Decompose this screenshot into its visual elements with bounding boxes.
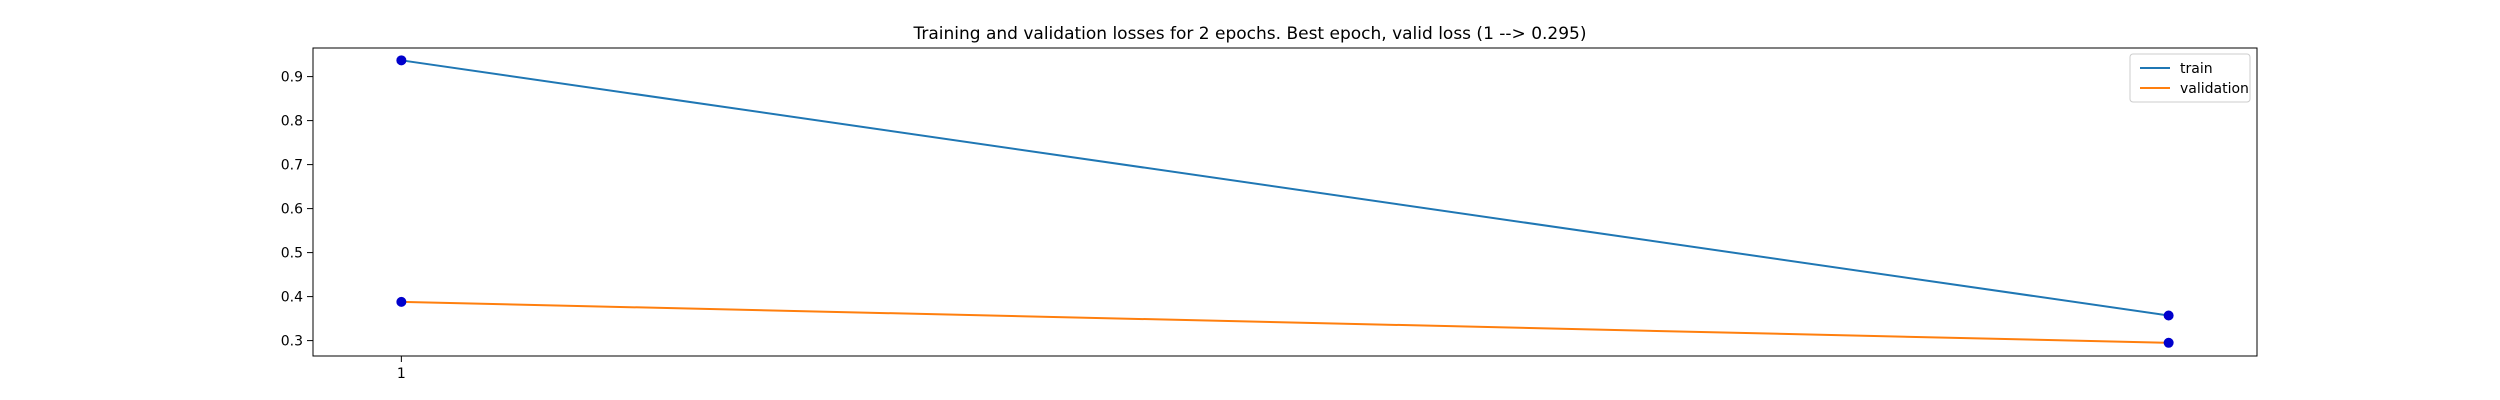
series-line-validation [401,300,2169,344]
series-line-train [401,59,2169,317]
y-tick-label: 0.4 [281,290,303,306]
x-tick-label: 1 [397,366,406,382]
series-lines [401,59,2169,344]
legend-box [2129,53,2251,103]
y-tick-label: 0.9 [281,70,303,86]
x-axis: 1 [397,356,406,382]
legend-label-train: train [2180,61,2213,77]
data-point-train [396,55,407,66]
series-markers [396,55,2174,348]
y-tick-label: 0.5 [281,246,303,262]
chart-title: Training and validation losses for 2 epo… [912,24,1586,44]
y-tick-label: 0.3 [281,334,303,350]
data-point-train [2163,310,2174,321]
data-point-validation [396,296,407,307]
y-tick-label: 0.6 [281,202,303,218]
y-tick-label: 0.8 [281,114,303,130]
data-point-validation [2163,337,2174,348]
legend: train validation [2129,53,2251,103]
y-axis: 0.3 0.4 0.5 0.6 0.7 0.8 0.9 [281,70,313,350]
legend-label-validation: validation [2180,81,2249,97]
y-tick-label: 0.7 [281,158,303,174]
plot-area [312,47,2258,357]
